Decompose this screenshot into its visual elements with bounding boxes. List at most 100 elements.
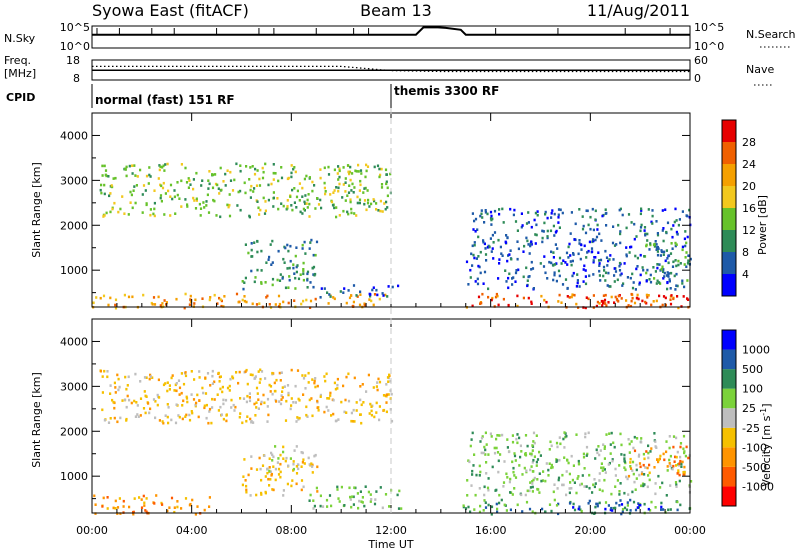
data-cell [100,183,103,187]
data-cell [655,220,658,223]
data-cell [557,213,560,217]
x-tick-label: 00:00 [76,524,108,537]
data-cell [506,438,509,441]
data-cell [326,291,329,294]
nsky-line [92,26,690,36]
data-cell [253,187,256,190]
data-cell [675,219,678,222]
data-cell [309,281,312,284]
data-cell [485,259,488,262]
data-cell [368,298,371,301]
data-cell [625,254,628,258]
data-cell [511,440,515,444]
data-cell [669,252,673,255]
data-cell [244,191,247,195]
data-cell [149,175,152,178]
data-cell [607,463,610,466]
data-cell [300,451,303,454]
data-cell [350,189,353,192]
data-cell [625,299,628,302]
data-cell [208,496,211,499]
data-cell [520,212,523,215]
data-cell [190,370,193,373]
data-cell [359,490,362,493]
data-cell [541,236,544,240]
data-cell [288,266,291,270]
data-cell [173,506,176,509]
data-cell [349,498,352,501]
data-cell [245,490,248,494]
data-cell [571,293,574,296]
data-cell [522,275,525,279]
data-cell [619,482,622,485]
data-cell [527,211,530,214]
data-cell [667,261,670,265]
data-cell [134,201,137,205]
data-cell [106,496,109,499]
data-cell [552,278,555,282]
data-cell [264,200,267,203]
data-cell [173,510,176,514]
data-cell [530,260,533,264]
data-cell [313,454,316,458]
data-cell [390,392,393,396]
data-cell [362,191,365,194]
data-cell [297,418,300,421]
data-cell [611,459,614,463]
data-cell [592,228,595,232]
data-cell [505,234,508,237]
data-cell [254,276,257,279]
data-cell [290,368,293,372]
data-cell [484,247,487,250]
data-cell [154,400,157,403]
data-cell [500,252,503,255]
data-cell [678,464,681,467]
data-cell [302,458,305,461]
data-cell [391,285,394,289]
data-cell [675,272,678,276]
data-cell [669,287,672,290]
data-cell [633,449,637,453]
data-cell [536,487,539,491]
data-cell [648,463,651,467]
data-cell [486,486,490,490]
data-cell [295,246,298,249]
data-cell [111,207,114,211]
data-cell [370,498,373,501]
data-cell [642,452,645,456]
data-cell [667,254,671,257]
data-cell [291,188,294,192]
data-cell [264,490,267,494]
data-cell [661,209,664,212]
data-cell [363,199,367,202]
data-cell [497,459,500,463]
data-cell [255,406,258,409]
data-cell [323,287,326,290]
data-cell [228,214,232,218]
data-cell [377,377,380,381]
y-tick-label: 2000 [60,425,88,438]
data-cell [254,414,257,417]
data-cell [688,208,691,212]
data-cell [158,396,161,399]
data-cell [523,244,526,248]
data-cell [531,449,534,452]
data-cell [176,193,179,197]
data-cell [160,199,163,203]
data-cell [162,383,166,387]
data-cell [651,209,654,212]
data-cell [529,452,532,456]
data-cell [358,198,362,202]
data-cell [604,293,607,297]
data-cell [619,207,622,211]
data-cell [481,435,484,438]
data-cell [672,435,676,438]
data-cell [639,229,642,233]
data-cell [680,462,683,466]
data-cell [690,480,693,483]
data-cell [563,446,566,449]
data-cell [483,242,486,246]
data-cell [344,199,347,202]
data-cell [125,174,128,178]
data-cell [306,272,309,276]
